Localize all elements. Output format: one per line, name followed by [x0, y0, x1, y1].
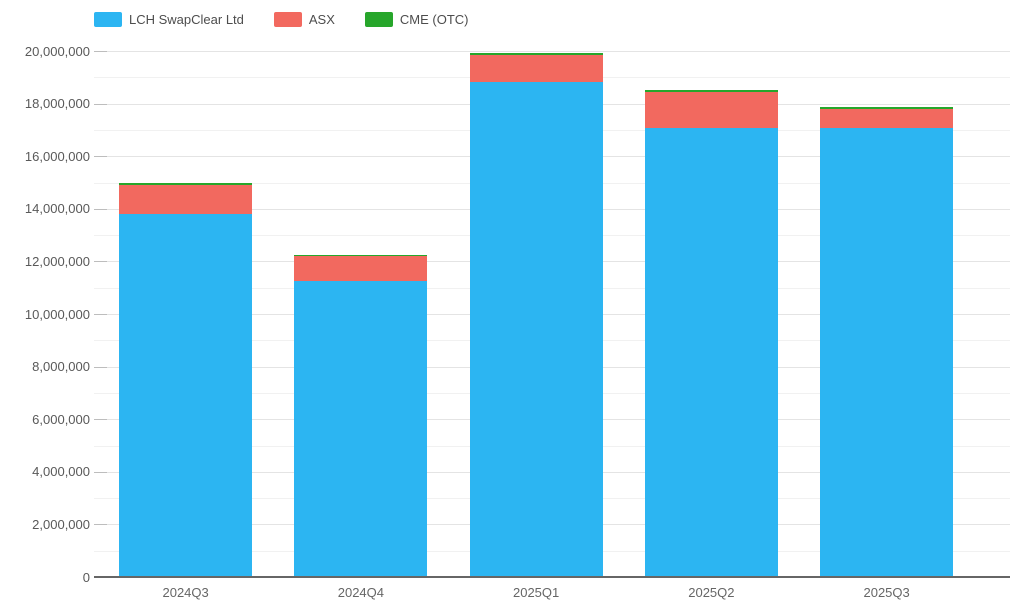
y-axis-tick: [94, 103, 107, 105]
bar-segment-asx[interactable]: [469, 55, 603, 82]
x-axis-label: 2024Q3: [162, 585, 209, 600]
y-axis-tick-label: 16,000,000: [24, 148, 90, 164]
y-axis-tick-label: 14,000,000: [24, 201, 90, 217]
y-axis-tick: [94, 314, 107, 315]
y-axis-tick: [94, 208, 107, 210]
bar-segment-cme-otc-[interactable]: [119, 183, 253, 186]
legend-label-asx: ASX: [308, 12, 335, 27]
y-axis-tick: [94, 419, 107, 421]
bar-segment-asx[interactable]: [820, 108, 954, 128]
legend-label-lch: LCH SwapClear Ltd: [129, 12, 244, 27]
y-axis-tick-label: 12,000,000: [24, 253, 90, 269]
bar-segment-lch-swapclear-ltd[interactable]: [294, 281, 428, 576]
legend-item-lch[interactable]: LCH SwapClear Ltd: [94, 12, 244, 27]
bar-segment-lch-swapclear-ltd[interactable]: [469, 81, 603, 576]
bar-segment-lch-swapclear-ltd[interactable]: [119, 214, 253, 576]
x-axis-label: 2025Q1: [512, 585, 560, 600]
y-axis-tick: [94, 261, 107, 263]
y-axis-tick-label: 20,000,000: [24, 43, 90, 59]
legend: LCH SwapClear Ltd ASX CME (OTC): [94, 12, 469, 27]
legend-item-cme[interactable]: CME (OTC): [364, 12, 469, 27]
bar-segment-lch-swapclear-ltd[interactable]: [644, 127, 778, 576]
y-axis-tick: [94, 524, 107, 526]
legend-swatch-asx-icon: [273, 12, 302, 27]
y-axis-tick: [94, 156, 107, 158]
y-axis-tick: [94, 51, 107, 52]
y-axis-tick-label: 8,000,000: [32, 359, 90, 375]
y-axis-tick-label: 2,000,000: [32, 516, 90, 532]
bar-segment-lch-swapclear-ltd[interactable]: [820, 127, 954, 576]
bar-segment-asx[interactable]: [644, 92, 778, 128]
bar-segment-cme-otc-[interactable]: [294, 254, 428, 257]
x-axis-label: 2025Q2: [688, 585, 735, 600]
y-axis-tick-label: 6,000,000: [32, 411, 90, 427]
bar-segment-asx[interactable]: [119, 185, 253, 215]
y-axis-tick: [94, 366, 107, 368]
y-axis-tick: [94, 471, 107, 473]
bar-segment-asx[interactable]: [294, 256, 428, 282]
legend-swatch-lch-icon: [94, 12, 122, 27]
bar-segment-cme-otc-[interactable]: [644, 89, 778, 93]
y-axis-tick-label: 18,000,000: [24, 96, 90, 112]
x-axis-label: 2025Q3: [863, 585, 910, 600]
bar-segment-cme-otc-[interactable]: [469, 53, 603, 56]
bar-segment-cme-otc-[interactable]: [820, 106, 954, 109]
x-axis-line: [94, 576, 1010, 578]
gridline-major: [94, 51, 1010, 52]
x-axis-label: 2024Q4: [337, 585, 384, 600]
legend-swatch-cme-icon: [364, 12, 393, 27]
legend-item-asx[interactable]: ASX: [273, 12, 335, 27]
y-axis-tick-label: 10,000,000: [24, 306, 90, 322]
y-axis-tick-label: 4,000,000: [32, 464, 90, 480]
legend-label-cme: CME (OTC): [399, 12, 469, 27]
y-axis-tick-label: 0: [82, 569, 90, 585]
